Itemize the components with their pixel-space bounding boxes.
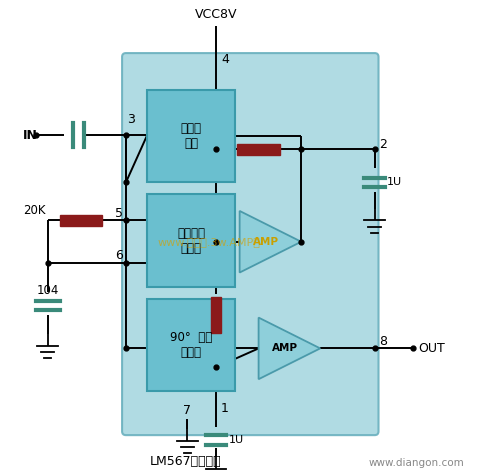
FancyBboxPatch shape <box>122 53 378 435</box>
Text: 1: 1 <box>221 402 228 415</box>
Text: AMP: AMP <box>253 237 279 247</box>
Text: www.振荡器.3w.AMP测: www.振荡器.3w.AMP测 <box>157 237 260 247</box>
Text: 90°  相移
检测器: 90° 相移 检测器 <box>170 331 212 359</box>
Text: VCC8V: VCC8V <box>195 9 237 21</box>
Text: www.diangon.com: www.diangon.com <box>369 458 465 468</box>
Text: 8: 8 <box>379 335 388 348</box>
FancyBboxPatch shape <box>147 299 235 391</box>
Bar <box>60 215 102 226</box>
Text: 20K: 20K <box>23 204 45 218</box>
Text: 可控电流
振荡器: 可控电流 振荡器 <box>177 227 205 255</box>
FancyBboxPatch shape <box>147 194 235 287</box>
Text: 1U: 1U <box>229 435 244 445</box>
Bar <box>237 144 280 155</box>
Polygon shape <box>258 318 320 379</box>
Text: 1U: 1U <box>387 177 402 188</box>
Text: AMP: AMP <box>272 343 298 354</box>
Text: IN: IN <box>23 128 38 142</box>
Text: LM567内部框图: LM567内部框图 <box>149 456 221 468</box>
Text: OUT: OUT <box>418 342 445 355</box>
Text: 4: 4 <box>222 53 229 66</box>
Text: 相位检
测器: 相位检 测器 <box>181 122 201 150</box>
Polygon shape <box>240 211 301 273</box>
Text: 7: 7 <box>183 404 192 417</box>
Text: 5: 5 <box>115 207 122 220</box>
Text: 104: 104 <box>36 284 59 297</box>
FancyBboxPatch shape <box>147 90 235 182</box>
Text: 2: 2 <box>379 138 387 151</box>
Text: 3: 3 <box>127 113 135 126</box>
Text: 6: 6 <box>115 249 122 263</box>
Bar <box>211 298 221 333</box>
